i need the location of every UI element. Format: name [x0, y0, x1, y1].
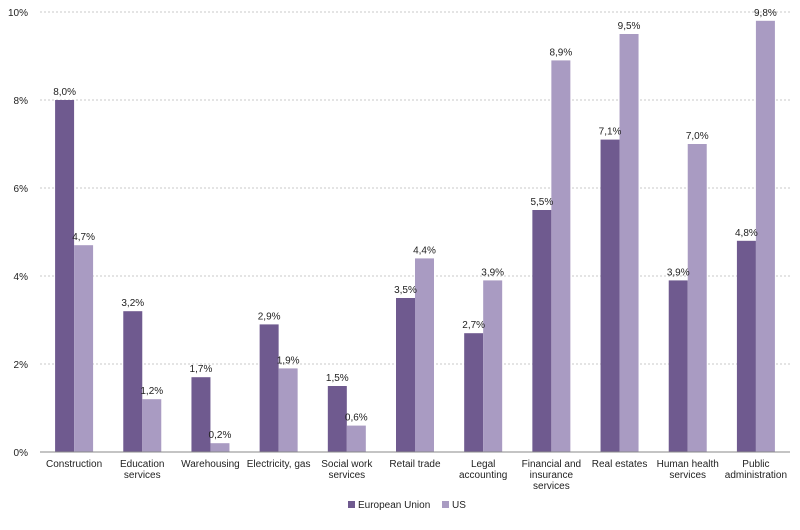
bar: [619, 34, 639, 452]
bar: [464, 333, 484, 452]
category-labels: Construction Education services Warehousing…: [46, 459, 787, 492]
legend-entry: US: [452, 500, 466, 511]
category-label: Legal accounting: [459, 459, 507, 481]
category-label: Warehousing: [181, 459, 240, 470]
data-label: 5,5%: [530, 197, 553, 208]
y-axis-tick-labels: 0% 2% 4% 6% 8% 10%: [8, 8, 28, 459]
bar: [259, 324, 279, 452]
bar: [483, 280, 503, 452]
data-label: 7,1%: [599, 127, 622, 138]
bar: [278, 368, 298, 452]
category-label: Construction: [46, 459, 102, 470]
data-label: 8,0%: [53, 87, 76, 98]
gridlines: [40, 11, 790, 365]
bar: [142, 399, 162, 452]
data-label: 3,2%: [121, 298, 144, 309]
category-label: Retail trade: [389, 459, 441, 470]
data-label: 3,9%: [667, 267, 690, 278]
category-label: Human health services: [657, 459, 719, 481]
category-label: Electricity, gas: [247, 459, 311, 470]
bar: [123, 311, 143, 452]
data-label: 7,0%: [686, 131, 709, 142]
data-label: 3,9%: [481, 267, 504, 278]
category-label: Public administration: [725, 459, 787, 481]
legend-swatch: [442, 501, 449, 508]
data-label: 3,5%: [394, 285, 417, 296]
legend: European Union US: [348, 500, 466, 511]
legend-entry: European Union: [358, 500, 430, 511]
bar: [346, 425, 366, 452]
bar: [327, 386, 347, 452]
data-label: 0,6%: [345, 413, 368, 424]
data-label: 0,2%: [209, 430, 232, 441]
data-label: 8,9%: [549, 47, 572, 58]
category-label: Social work services: [321, 459, 373, 481]
bars: [55, 20, 775, 453]
data-label: 1,9%: [277, 355, 300, 366]
y-tick-label: 8%: [14, 96, 29, 107]
y-tick-label: 2%: [14, 360, 29, 371]
data-label: 1,5%: [326, 373, 349, 384]
data-label: 2,9%: [258, 311, 281, 322]
y-tick-label: 10%: [8, 8, 28, 19]
data-labels: 8,0% 4,7% 3,2% 1,2% 1,7% 0,2% 2,9% 1,9% 1,5% 0,6%…: [53, 8, 777, 441]
y-tick-label: 6%: [14, 184, 29, 195]
bar: [210, 443, 230, 452]
category-label: Education services: [120, 459, 164, 481]
category-label: Financial and insurance services: [522, 459, 581, 492]
category-label: Real estates: [592, 459, 648, 470]
bar: [415, 258, 434, 452]
y-tick-label: 0%: [14, 448, 29, 459]
legend-swatch: [348, 501, 355, 508]
bar: [687, 144, 707, 452]
data-label: 4,4%: [413, 245, 436, 256]
bar: [668, 280, 688, 452]
data-label: 9,8%: [754, 8, 777, 19]
bar: [532, 210, 552, 452]
bar: [600, 139, 620, 452]
bar: [755, 20, 775, 453]
bar: [74, 245, 94, 452]
bar: [736, 240, 756, 452]
bar: [396, 298, 415, 452]
bar: [55, 100, 75, 452]
data-label: 2,7%: [462, 320, 485, 331]
data-label: 1,7%: [190, 364, 213, 375]
data-label: 9,5%: [618, 21, 641, 32]
y-tick-label: 4%: [14, 272, 29, 283]
data-label: 1,2%: [140, 386, 163, 397]
bar: [551, 60, 571, 453]
data-label: 4,7%: [72, 232, 95, 243]
data-label: 4,8%: [735, 228, 758, 239]
bar: [191, 377, 211, 452]
